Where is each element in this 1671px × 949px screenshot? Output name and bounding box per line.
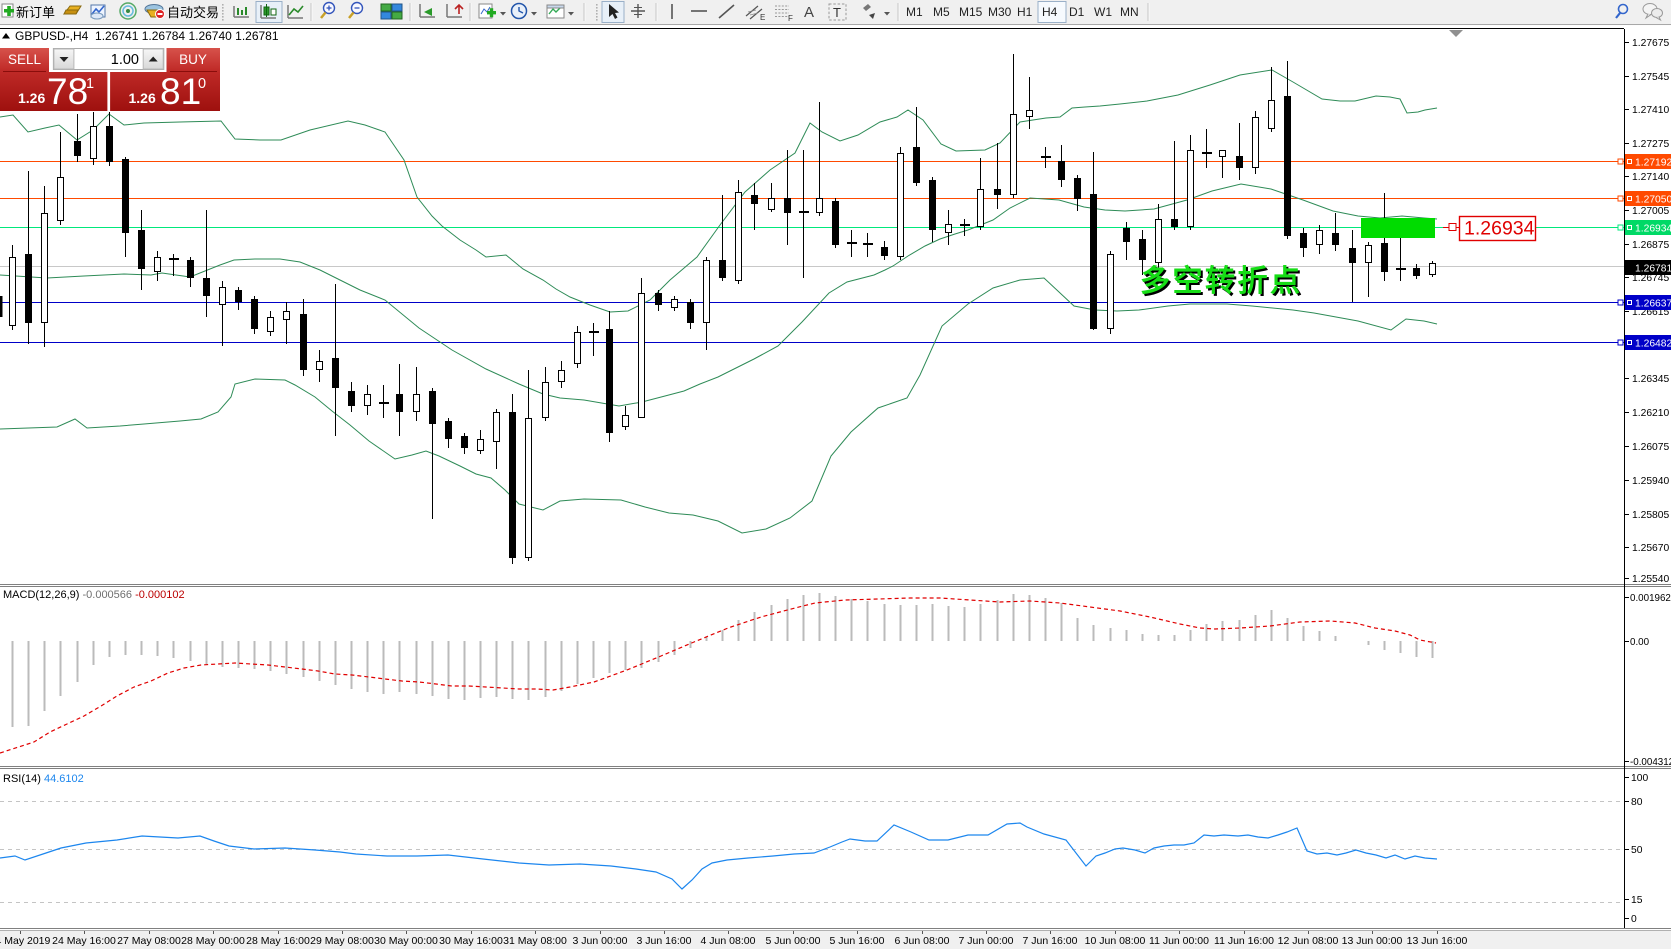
svg-text:H4: H4 xyxy=(1042,5,1058,19)
svg-text:12 Jun 08:00: 12 Jun 08:00 xyxy=(1278,935,1339,947)
svg-text:4 Jun 08:00: 4 Jun 08:00 xyxy=(701,935,756,947)
svg-text:13 Jun 16:00: 13 Jun 16:00 xyxy=(1407,935,1468,947)
svg-text:6 Jun 08:00: 6 Jun 08:00 xyxy=(895,935,950,947)
svg-text:30 May 00:00: 30 May 00:00 xyxy=(374,935,438,947)
svg-text:0.00: 0.00 xyxy=(1630,637,1650,648)
svg-text:10 Jun 08:00: 10 Jun 08:00 xyxy=(1085,935,1146,947)
svg-text:1.25940: 1.25940 xyxy=(1632,476,1669,487)
svg-text:M30: M30 xyxy=(988,5,1012,19)
svg-text:15: 15 xyxy=(1631,895,1643,906)
svg-text:1.26875: 1.26875 xyxy=(1632,240,1669,251)
svg-text:多空转折点: 多空转折点 xyxy=(1142,267,1305,300)
svg-text:31 May 08:00: 31 May 08:00 xyxy=(503,935,567,947)
svg-text:W1: W1 xyxy=(1094,5,1112,19)
svg-text:F: F xyxy=(788,14,793,23)
svg-text:27 May 08:00: 27 May 08:00 xyxy=(117,935,181,947)
svg-text:0: 0 xyxy=(1631,914,1637,925)
svg-text:1.26075: 1.26075 xyxy=(1632,442,1669,453)
svg-text:1.27005: 1.27005 xyxy=(1632,206,1669,217)
svg-text:5 Jun 00:00: 5 Jun 00:00 xyxy=(766,935,821,947)
svg-text:1.27192: 1.27192 xyxy=(1635,158,1671,169)
svg-text:1.26: 1.26 xyxy=(18,90,45,106)
svg-text:28 May 00:00: 28 May 00:00 xyxy=(181,935,245,947)
svg-text:1.26934: 1.26934 xyxy=(1464,218,1535,240)
svg-text:80: 80 xyxy=(1631,797,1643,808)
svg-text:1.27140: 1.27140 xyxy=(1632,172,1669,183)
svg-text:30 May 16:00: 30 May 16:00 xyxy=(439,935,503,947)
svg-text:1.27545: 1.27545 xyxy=(1632,72,1669,83)
svg-text:1.26745: 1.26745 xyxy=(1632,273,1669,284)
svg-text:11 Jun 00:00: 11 Jun 00:00 xyxy=(1149,935,1209,947)
svg-text:1.27050: 1.27050 xyxy=(1635,195,1671,206)
svg-text:多空转折点: 多空转折点 xyxy=(1140,265,1303,298)
svg-text:11 Jun 16:00: 11 Jun 16:00 xyxy=(1214,935,1274,947)
svg-text:MN: MN xyxy=(1120,5,1139,19)
svg-text:1.27410: 1.27410 xyxy=(1632,105,1669,116)
svg-text:H1: H1 xyxy=(1017,5,1033,19)
svg-text:新订单: 新订单 xyxy=(16,5,55,20)
svg-text:1.26637: 1.26637 xyxy=(1635,299,1671,310)
svg-text:78: 78 xyxy=(47,71,88,112)
svg-text:BUY: BUY xyxy=(179,52,207,67)
svg-text:1: 1 xyxy=(86,76,94,92)
svg-text:28 May 16:00: 28 May 16:00 xyxy=(246,935,310,947)
svg-text:0.001962: 0.001962 xyxy=(1630,593,1671,604)
svg-text:E: E xyxy=(760,13,765,22)
svg-text:7 Jun 00:00: 7 Jun 00:00 xyxy=(959,935,1014,947)
svg-text:100: 100 xyxy=(1631,773,1648,784)
svg-text:29 May 08:00: 29 May 08:00 xyxy=(310,935,374,947)
svg-text:13 Jun 00:00: 13 Jun 00:00 xyxy=(1342,935,1403,947)
svg-text:自动交易: 自动交易 xyxy=(167,5,219,20)
svg-text:1.27675: 1.27675 xyxy=(1632,38,1669,49)
svg-text:1.25805: 1.25805 xyxy=(1632,510,1669,521)
svg-text:3 Jun 16:00: 3 Jun 16:00 xyxy=(637,935,692,947)
svg-text:1.26781: 1.26781 xyxy=(1635,264,1671,275)
svg-text:7 Jun 16:00: 7 Jun 16:00 xyxy=(1023,935,1078,947)
svg-text:3 Jun 00:00: 3 Jun 00:00 xyxy=(573,935,628,947)
svg-text:1.26615: 1.26615 xyxy=(1632,307,1669,318)
svg-text:0: 0 xyxy=(198,76,206,92)
svg-text:24 May 16:00: 24 May 16:00 xyxy=(52,935,116,947)
svg-text:MACD(12,26,9) -0.000566 -0.000: MACD(12,26,9) -0.000566 -0.000102 xyxy=(3,589,185,601)
svg-text:1.25670: 1.25670 xyxy=(1632,543,1669,554)
svg-text:1.27275: 1.27275 xyxy=(1632,139,1669,150)
svg-text:50: 50 xyxy=(1631,845,1643,856)
svg-text:1.26482: 1.26482 xyxy=(1635,339,1671,350)
svg-text:SELL: SELL xyxy=(8,52,42,67)
svg-text:1.26210: 1.26210 xyxy=(1632,408,1669,419)
svg-text:M5: M5 xyxy=(933,5,950,19)
svg-text:M1: M1 xyxy=(906,5,923,19)
svg-text:1.26345: 1.26345 xyxy=(1632,374,1669,385)
svg-text:A: A xyxy=(804,4,814,21)
svg-text:1.00: 1.00 xyxy=(111,52,139,68)
svg-text:5 Jun 16:00: 5 Jun 16:00 xyxy=(830,935,885,947)
svg-text:1.25540: 1.25540 xyxy=(1632,574,1669,585)
svg-text:24 May 2019: 24 May 2019 xyxy=(0,935,51,947)
svg-text:1.26934: 1.26934 xyxy=(1635,224,1671,235)
svg-text:D1: D1 xyxy=(1069,5,1085,19)
svg-text:RSI(14) 44.6102: RSI(14) 44.6102 xyxy=(3,773,84,785)
svg-text:1.26: 1.26 xyxy=(129,90,156,106)
svg-text:GBPUSD-,H4 1.26741 1.26784 1.: GBPUSD-,H4 1.26741 1.26784 1.26740 1.267… xyxy=(15,29,279,43)
svg-text:81: 81 xyxy=(160,71,201,112)
svg-text:-0.004312: -0.004312 xyxy=(1630,757,1671,768)
svg-text:T: T xyxy=(833,5,841,20)
svg-text:M15: M15 xyxy=(959,5,983,19)
